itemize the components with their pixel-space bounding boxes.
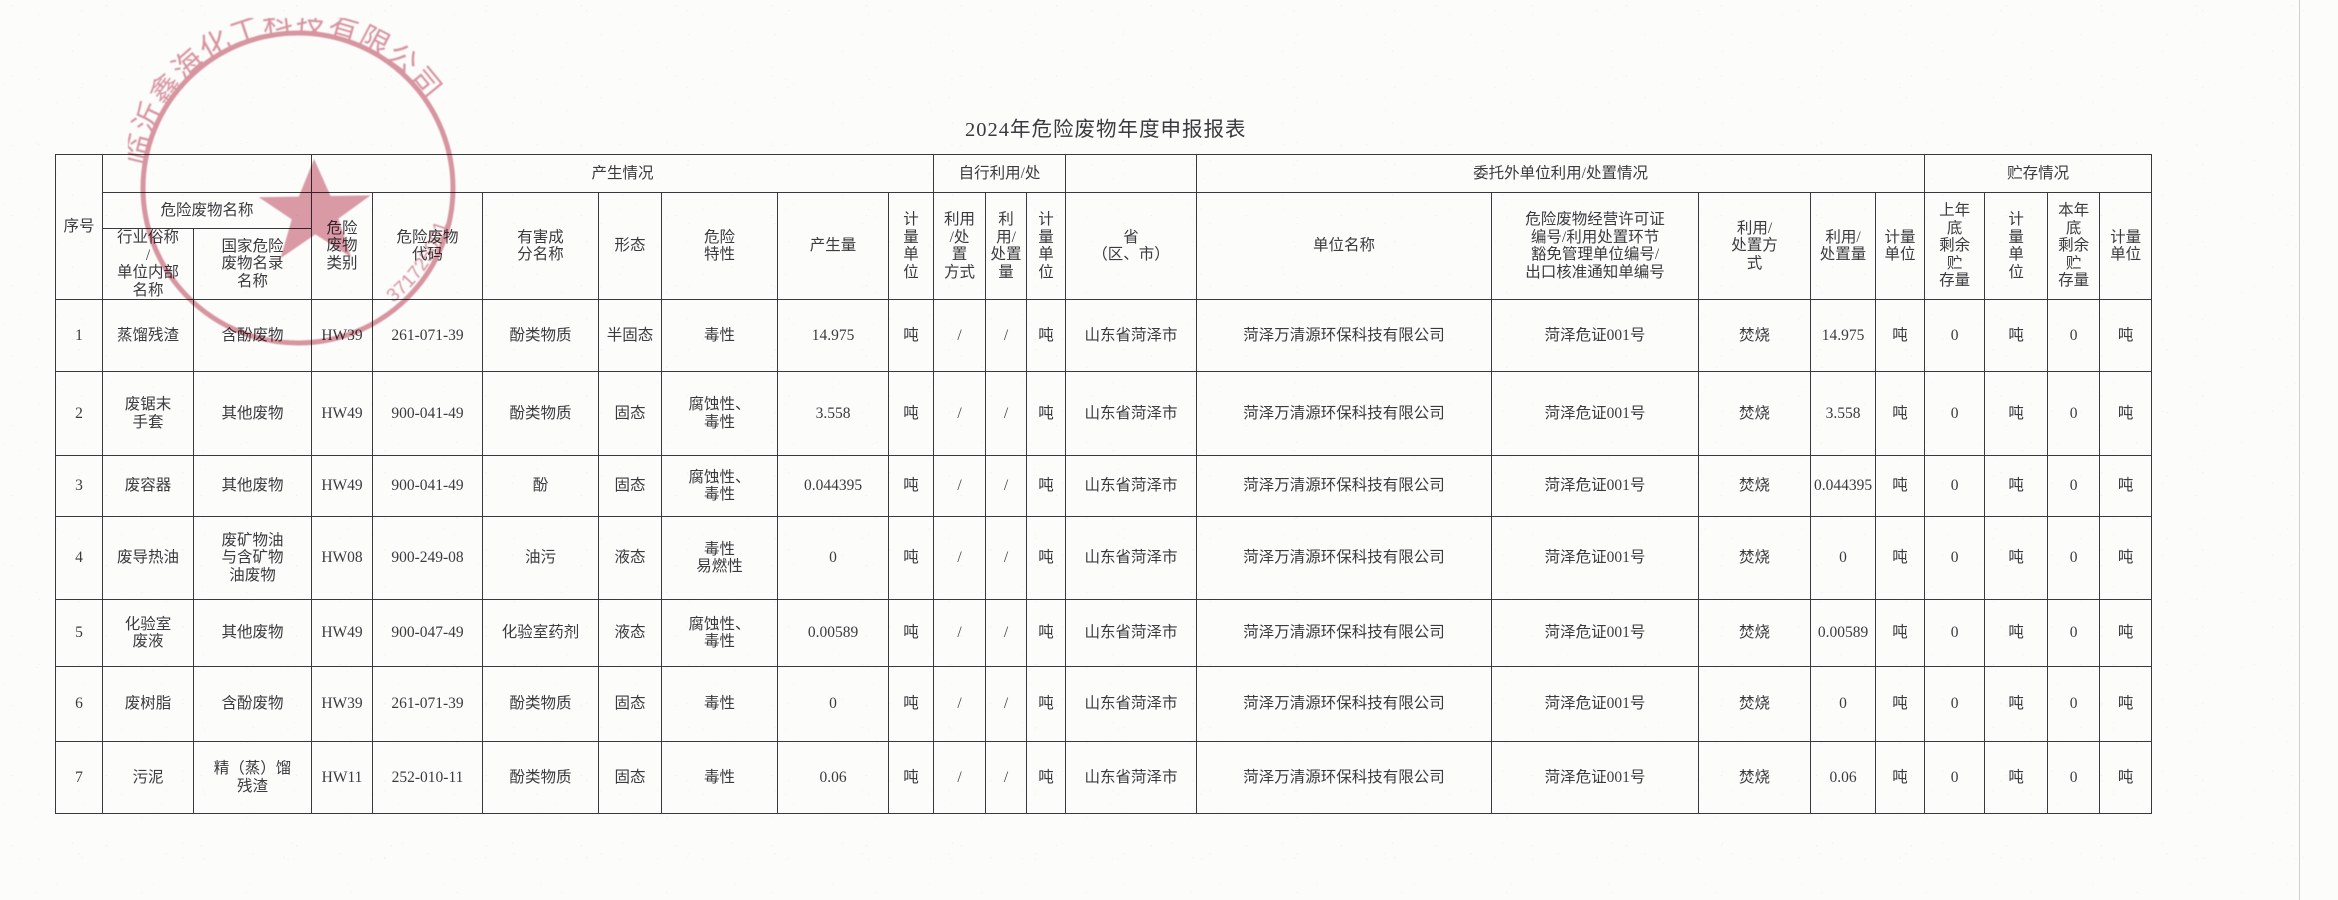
svg-text:临沂鑫海化工科技有限公司: 临沂鑫海化工科技有限公司 (128, 18, 448, 168)
